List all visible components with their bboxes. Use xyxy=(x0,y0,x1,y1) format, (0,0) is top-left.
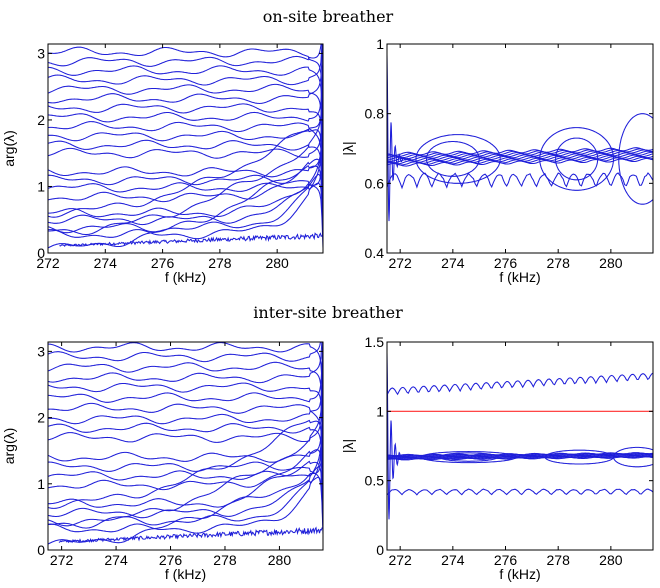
x-axis-label: f (kHz) xyxy=(165,566,206,582)
top-title: on-site breather xyxy=(263,7,394,26)
y-tick-label: 0 xyxy=(37,542,45,558)
y-axis-label: |λ| xyxy=(340,439,356,453)
phase-curve xyxy=(48,30,323,104)
x-tick-label: 280 xyxy=(265,255,289,271)
y-tick-label: 3 xyxy=(37,45,45,61)
phase-curve xyxy=(48,361,323,528)
x-tick-label: 274 xyxy=(441,552,465,568)
y-tick-label: 1 xyxy=(376,403,384,419)
intersite-mod-curves xyxy=(387,354,660,520)
phase-curve xyxy=(48,403,323,479)
y-tick-label: 0 xyxy=(376,542,384,558)
phase-curve xyxy=(48,389,323,462)
phase-curve xyxy=(48,383,323,450)
phase-curve xyxy=(48,393,323,518)
y-tick-label: 0.5 xyxy=(365,473,385,489)
x-tick-label: 272 xyxy=(50,552,74,568)
y-tick-label: 3 xyxy=(37,343,45,359)
y-tick-label: 0.6 xyxy=(365,175,385,191)
intersite-arg-curves xyxy=(48,291,323,544)
x-axis-label: f (kHz) xyxy=(499,269,540,285)
y-axis-label: |λ| xyxy=(340,141,356,155)
upper-modulus-curve xyxy=(387,373,653,395)
lower-modulus-curve xyxy=(387,173,653,188)
x-tick-label: 278 xyxy=(208,255,232,271)
x-tick-label: 272 xyxy=(388,552,412,568)
x-tick-label: 278 xyxy=(547,552,571,568)
x-tick-label: 280 xyxy=(268,552,292,568)
y-tick-label: 2 xyxy=(37,410,45,426)
onsite-mod-curves xyxy=(387,56,660,222)
lower-modulus-curve xyxy=(387,489,653,495)
x-tick-label: 274 xyxy=(94,255,118,271)
x-tick-label: 278 xyxy=(213,552,237,568)
y-tick-label: 0.8 xyxy=(365,106,385,122)
x-tick-label: 280 xyxy=(599,255,623,271)
x-tick-label: 280 xyxy=(599,552,623,568)
y-axis-label: arg(λ) xyxy=(1,130,17,167)
phase-curve xyxy=(48,183,323,233)
phase-curve xyxy=(48,98,323,225)
transient-curve xyxy=(387,354,411,520)
y-tick-label: 0 xyxy=(37,245,45,261)
phase-curve xyxy=(48,67,323,235)
x-tick-label: 278 xyxy=(547,255,571,271)
y-tick-label: 0.4 xyxy=(365,245,385,261)
x-tick-label: 274 xyxy=(104,552,128,568)
x-axis-label: f (kHz) xyxy=(165,269,206,285)
phase-curve xyxy=(48,159,323,213)
axes-frame xyxy=(387,342,653,550)
x-tick-label: 274 xyxy=(441,255,465,271)
bubble-loop xyxy=(619,159,660,204)
y-tick-label: 1 xyxy=(37,476,45,492)
y-tick-label: 1 xyxy=(376,36,384,52)
phase-curve xyxy=(48,291,323,362)
x-axis-label: f (kHz) xyxy=(499,566,540,582)
transient-curve xyxy=(387,56,411,222)
bottom-title: inter-site breather xyxy=(253,303,403,322)
x-tick-label: 272 xyxy=(388,255,412,271)
noisy-phase-curve xyxy=(60,233,324,246)
phase-curve xyxy=(48,122,323,198)
y-tick-label: 1 xyxy=(37,178,45,194)
y-axis-label: arg(λ) xyxy=(1,428,17,465)
phase-curve xyxy=(48,104,323,171)
y-tick-label: 1.5 xyxy=(365,334,385,350)
onsite-arg-curves xyxy=(48,0,323,248)
y-tick-label: 2 xyxy=(37,112,45,128)
